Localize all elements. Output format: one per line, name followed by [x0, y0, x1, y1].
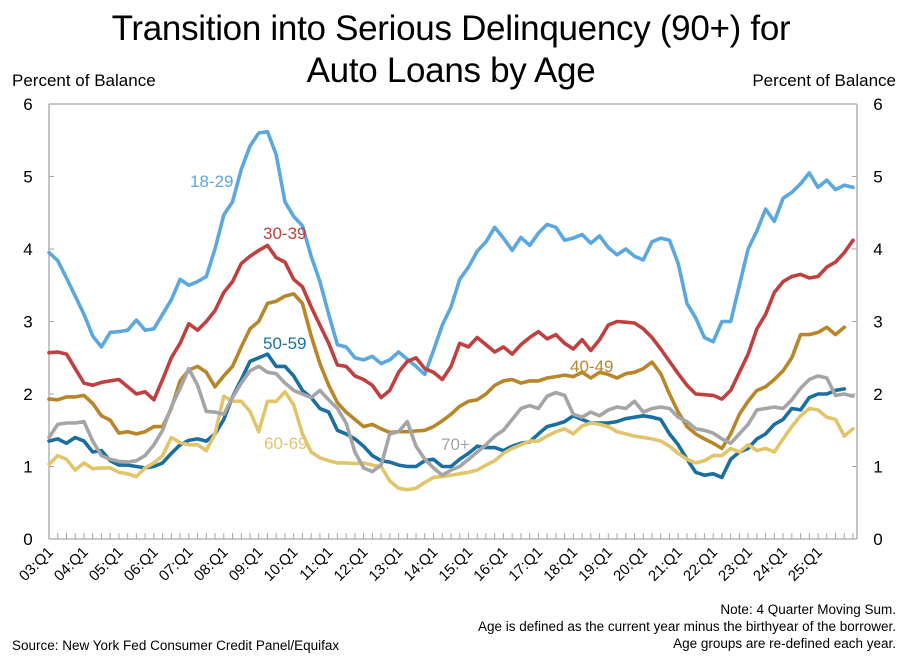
x-tick-label: 06:Q1 — [121, 544, 162, 585]
series-line-30-39 — [47, 238, 855, 402]
y-axis-title-right: Percent of Balance — [752, 71, 896, 90]
x-tick-label: 05:Q1 — [86, 544, 127, 585]
series-line-40-49 — [47, 292, 847, 451]
x-tick-label: 21:Q1 — [645, 544, 686, 585]
chart-title-line-1: Transition into Serious Delinquency (90+… — [111, 9, 791, 48]
x-tick-label: 20:Q1 — [610, 544, 651, 585]
y-tick-label-left: 6 — [23, 95, 32, 114]
x-tick-label: 04:Q1 — [51, 544, 92, 585]
y-tick-label-right: 1 — [873, 458, 882, 477]
x-tick-label: 08:Q1 — [191, 544, 232, 585]
y-tick-label-right: 0 — [873, 530, 882, 549]
series-line-18-29 — [47, 129, 855, 377]
y-tick-label-right: 4 — [873, 240, 882, 259]
series-line-60-69 — [47, 390, 855, 492]
y-tick-label-left: 0 — [23, 530, 32, 549]
series-label-50-59: 50-59 — [263, 334, 306, 353]
x-tick-label: 10:Q1 — [261, 544, 302, 585]
y-tick-label-left: 4 — [23, 240, 32, 259]
x-tick-label: 19:Q1 — [575, 544, 616, 585]
series-label-60-69: 60-69 — [264, 434, 307, 453]
chart-title: Transition into Serious Delinquency (90+… — [0, 8, 902, 92]
series-label-40-49: 40-49 — [570, 357, 613, 376]
y-tick-label-right: 3 — [873, 313, 882, 332]
x-tick-label: 25:Q1 — [785, 544, 826, 585]
x-tick-label: 07:Q1 — [156, 544, 197, 585]
series-label-70plus: 70+ — [441, 435, 470, 454]
x-tick-label: 24:Q1 — [750, 544, 791, 585]
y-tick-label-right: 5 — [873, 168, 882, 187]
note-line-1: Note: 4 Quarter Moving Sum. — [720, 602, 896, 617]
x-tick-label: 15:Q1 — [435, 544, 476, 585]
series-label-18-29: 18-29 — [190, 172, 233, 191]
x-tick-label: 13:Q1 — [365, 544, 406, 585]
y-tick-label-left: 5 — [23, 168, 32, 187]
x-tick-label: 12:Q1 — [331, 544, 372, 585]
y-tick-label-right: 2 — [873, 385, 882, 404]
chart-note: Note: 4 Quarter Moving Sum. Age is defin… — [478, 601, 896, 652]
x-tick-label: 03:Q1 — [16, 544, 57, 585]
series-label-30-39: 30-39 — [263, 224, 306, 243]
chart-title-line-2: Auto Loans by Age — [306, 51, 596, 90]
x-tick-label: 14:Q1 — [400, 544, 441, 585]
y-tick-label-right: 6 — [873, 95, 882, 114]
series-line-70plus — [47, 364, 855, 477]
y-tick-label-left: 3 — [23, 313, 32, 332]
y-axis-title-left: Percent of Balance — [12, 71, 156, 90]
x-tick-label: 18:Q1 — [540, 544, 581, 585]
x-tick-label: 09:Q1 — [226, 544, 267, 585]
note-line-3: Age groups are re-defined each year. — [673, 636, 896, 651]
source-note: Source: New York Fed Consumer Credit Pan… — [12, 638, 340, 653]
x-tick-label: 17:Q1 — [505, 544, 546, 585]
x-tick-label: 22:Q1 — [680, 544, 721, 585]
y-tick-label-left: 2 — [23, 385, 32, 404]
y-tick-label-left: 1 — [23, 458, 32, 477]
x-tick-label: 16:Q1 — [470, 544, 511, 585]
x-tick-label: 23:Q1 — [715, 544, 756, 585]
x-tick-label: 11:Q1 — [296, 544, 336, 584]
note-line-2: Age is defined as the current year minus… — [478, 619, 896, 634]
